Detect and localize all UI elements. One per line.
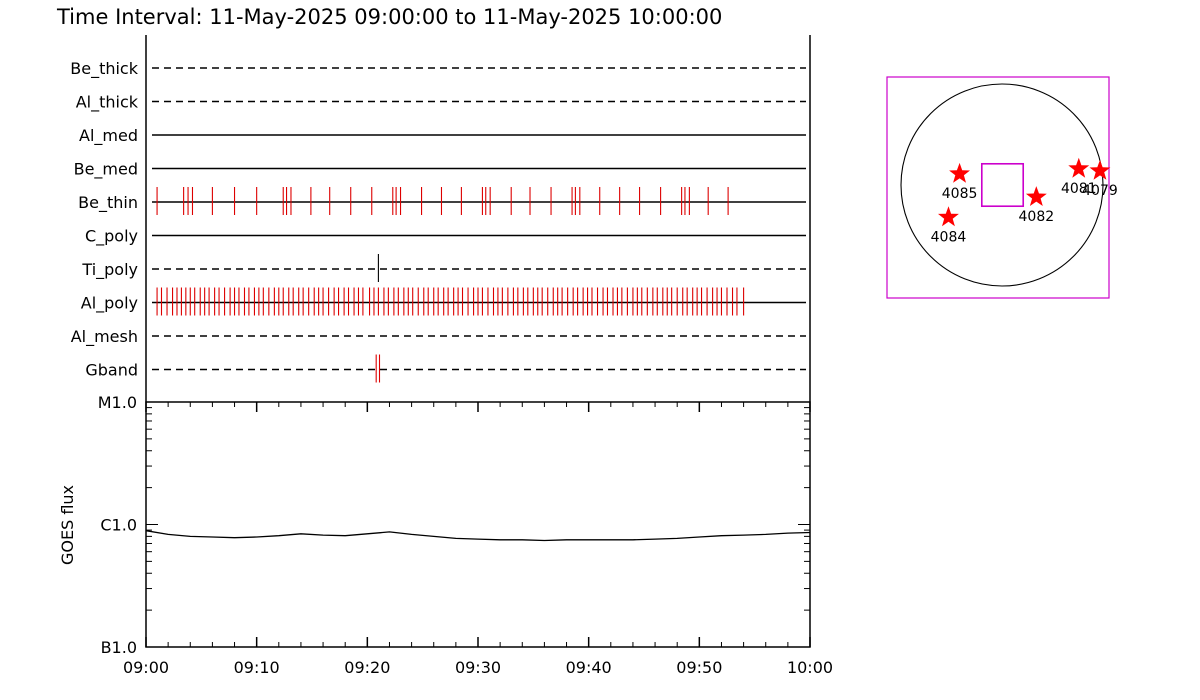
active-region-label: 4079 [1082, 183, 1118, 199]
map-frame [886, 76, 1110, 299]
filter-label: C_poly [85, 227, 138, 247]
filter-label: Gband [85, 361, 138, 380]
active-region-star-icon [1068, 157, 1090, 178]
active-region-star-icon [938, 206, 959, 227]
active-region-label: 4084 [931, 229, 967, 245]
xrt-fov-box [980, 162, 1025, 208]
filter-label: Al_thick [76, 93, 139, 113]
goes-y-tick-label: C1.0 [100, 516, 137, 535]
goes-y-axis-label: GOES flux [58, 485, 77, 565]
goes-y-tick-label: B1.0 [101, 638, 137, 657]
filter-label: Ti_poly [81, 260, 138, 280]
goes-x-tick-label: 09:50 [676, 658, 722, 677]
filter-label: Be_thin [78, 193, 138, 213]
goes-x-tick-label: 09:00 [123, 658, 169, 677]
time-interval-title: Time Interval: 11-May-2025 09:00:00 to 1… [56, 5, 722, 29]
filter-label: Al_poly [81, 294, 138, 314]
goes-x-tick-label: 09:10 [234, 658, 280, 677]
solar-limb-circle [900, 83, 1104, 287]
goes-flux-panel: 09:00 09:10 09:20 09:30 09:40 09:50 10:00 M1.0 C… [58, 393, 833, 677]
filter-label: Be_thick [70, 59, 138, 79]
filter-label: Al_mesh [71, 327, 138, 347]
goes-x-tick-label: 10:00 [787, 658, 833, 677]
goes-y-tick-label: M1.0 [98, 393, 137, 412]
active-region-label: 4081 [1061, 181, 1097, 197]
goes-x-tick-label: 09:40 [566, 658, 612, 677]
filter-timeline-panel: Be_thick Al_thick Al_med Be_med Be_thin C_pol… [70, 35, 811, 402]
active-region-star-icon [1025, 186, 1047, 206]
filter-label: Be_med [74, 160, 138, 180]
active-region-star-icon [1089, 159, 1111, 180]
active-region-star-icon [949, 162, 970, 183]
goes-plot-frame [145, 401, 811, 648]
active-region-label: 4085 [942, 186, 978, 202]
goes-x-tick-label: 09:20 [344, 658, 390, 677]
goes-x-tick-label: 09:30 [455, 658, 501, 677]
goes-flux-line [145, 530, 811, 542]
filter-label: Al_med [79, 126, 138, 146]
active-region-label: 4082 [1019, 209, 1055, 225]
